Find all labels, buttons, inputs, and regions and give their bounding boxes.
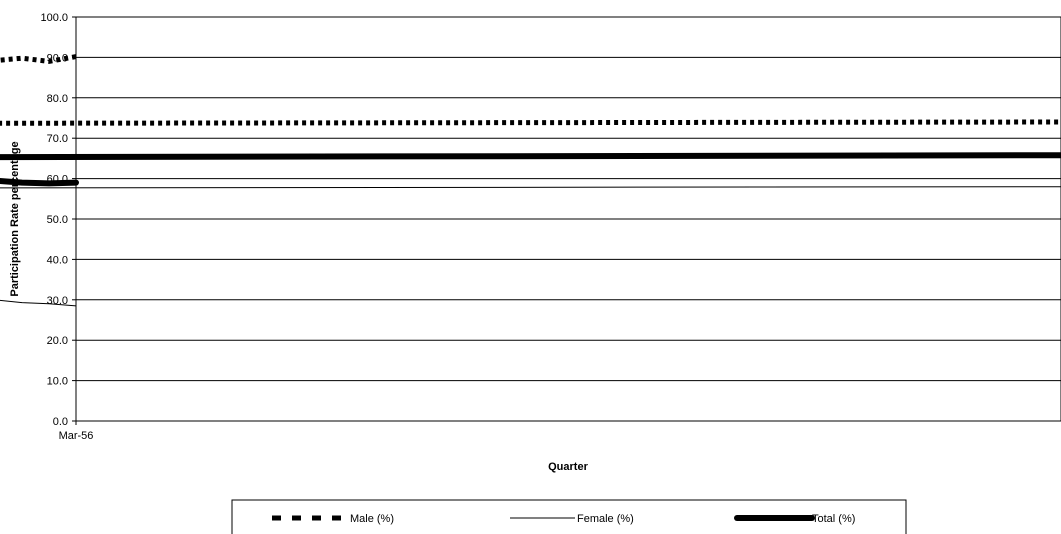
- legend: Male (%) Female (%) Total (%): [231, 499, 907, 534]
- series-lines: [0, 54, 1061, 307]
- y-tick-label: 20.0: [47, 335, 68, 347]
- x-axis-title: Quarter: [548, 461, 588, 473]
- gridlines: [76, 56, 1061, 382]
- y-axis-ticks: 0.010.020.030.040.050.060.070.080.090.01…: [40, 12, 76, 428]
- x-tick-label: Mar-56: [59, 430, 94, 442]
- y-tick-label: 40.0: [47, 254, 68, 266]
- x-axis-ticks: Mar-56Aug-61Feb-67Aug-72Jan-78Jul-83Jan-…: [59, 421, 94, 442]
- y-tick-label: 50.0: [47, 214, 68, 226]
- y-axis-title: Participation Rate percentage: [9, 141, 21, 296]
- legend-label-total: Total (%): [812, 513, 855, 525]
- legend-label-female: Female (%): [577, 513, 634, 525]
- y-tick-label: 100.0: [40, 12, 68, 24]
- y-tick-label: 80.0: [47, 93, 68, 105]
- y-tick-label: 10.0: [47, 376, 68, 388]
- series-line-male: [0, 54, 1061, 126]
- y-tick-label: 70.0: [47, 133, 68, 145]
- y-tick-label: 0.0: [53, 416, 68, 428]
- series-line-female: [0, 186, 1061, 307]
- legend-label-male: Male (%): [350, 513, 394, 525]
